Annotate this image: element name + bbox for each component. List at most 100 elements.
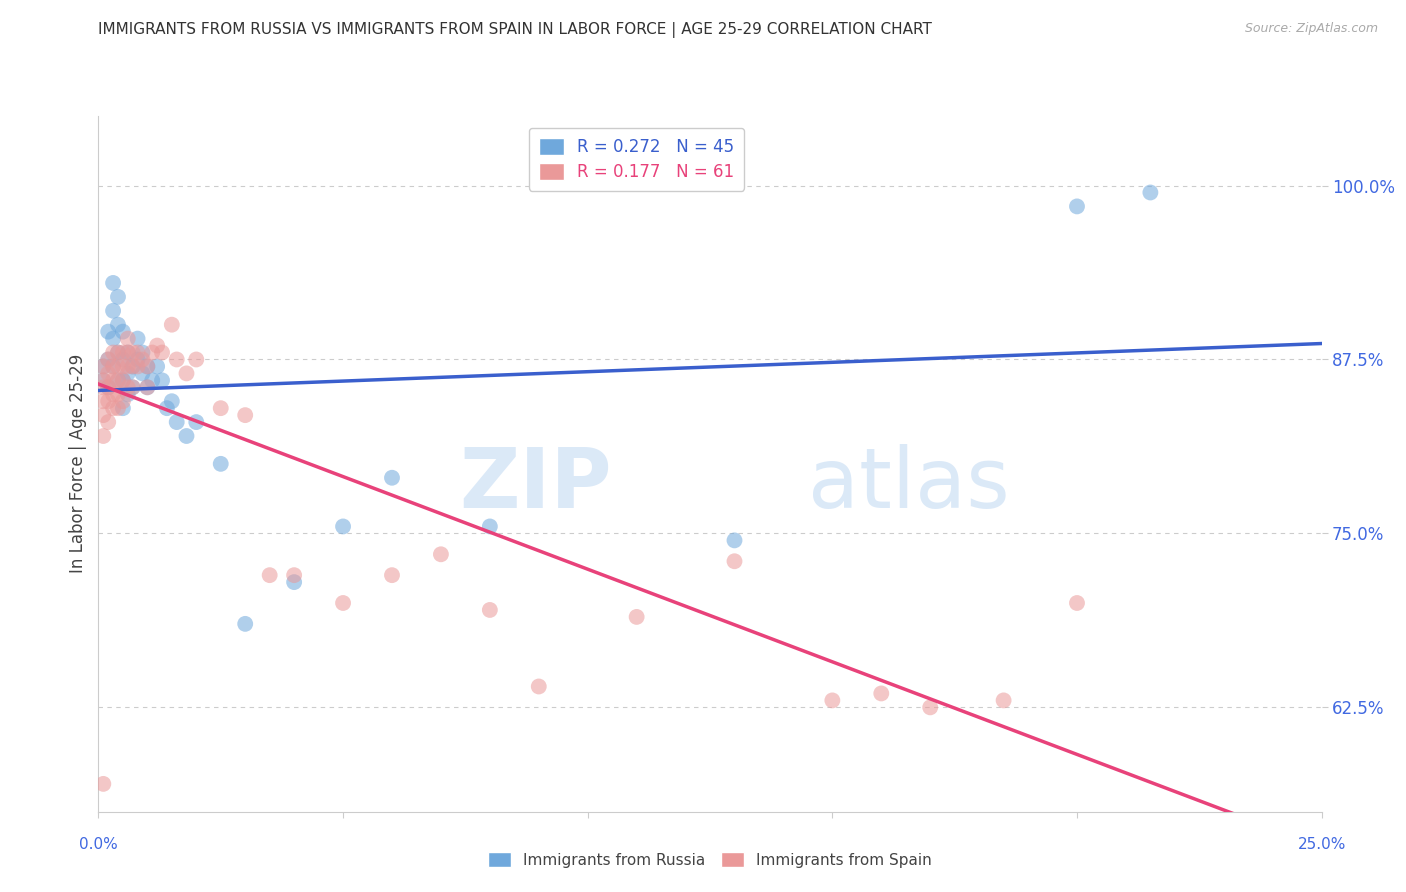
Point	[478, 603, 501, 617]
Point	[117, 367, 139, 381]
Point	[136, 380, 159, 394]
Y-axis label: In Labor Force | Age 25-29: In Labor Force | Age 25-29	[69, 354, 87, 574]
Point	[121, 345, 143, 359]
Point	[111, 352, 134, 367]
Point	[127, 359, 149, 374]
Point	[97, 415, 120, 429]
Point	[111, 359, 134, 374]
Point	[101, 359, 124, 374]
Point	[107, 290, 129, 304]
Point	[117, 380, 139, 394]
Point	[101, 373, 124, 387]
Point	[117, 345, 139, 359]
Point	[101, 332, 124, 346]
Point	[150, 345, 173, 359]
Point	[141, 345, 163, 359]
Point	[166, 415, 188, 429]
Point	[141, 373, 163, 387]
Point	[91, 359, 114, 374]
Point	[332, 519, 354, 533]
Point	[131, 367, 153, 381]
Point	[97, 380, 120, 394]
Point	[91, 394, 114, 409]
Point	[91, 373, 114, 387]
Point	[160, 318, 183, 332]
Point	[920, 700, 942, 714]
Point	[107, 345, 129, 359]
Point	[136, 359, 159, 374]
Point	[233, 408, 256, 422]
Text: 0.0%: 0.0%	[79, 837, 118, 852]
Point	[97, 380, 120, 394]
Point	[111, 373, 134, 387]
Point	[101, 401, 124, 416]
Point	[101, 345, 124, 359]
Point	[111, 345, 134, 359]
Point	[176, 429, 198, 443]
Point	[209, 457, 232, 471]
Point	[186, 415, 208, 429]
Point	[107, 387, 129, 401]
Point	[209, 401, 232, 416]
Point	[166, 352, 188, 367]
Point	[176, 367, 198, 381]
Point	[136, 359, 159, 374]
Point	[131, 352, 153, 367]
Point	[117, 332, 139, 346]
Point	[91, 429, 114, 443]
Point	[117, 359, 139, 374]
Text: atlas: atlas	[808, 444, 1010, 525]
Point	[233, 616, 256, 631]
Point	[259, 568, 281, 582]
Point	[91, 380, 114, 394]
Point	[283, 575, 305, 590]
Point	[527, 680, 550, 694]
Point	[430, 547, 453, 561]
Point	[101, 303, 124, 318]
Point	[626, 610, 648, 624]
Point	[381, 568, 404, 582]
Point	[111, 401, 134, 416]
Point	[821, 693, 844, 707]
Point	[97, 394, 120, 409]
Point	[111, 325, 134, 339]
Point	[117, 345, 139, 359]
Point	[101, 359, 124, 374]
Legend: Immigrants from Russia, Immigrants from Spain: Immigrants from Russia, Immigrants from …	[482, 846, 938, 873]
Point	[101, 276, 124, 290]
Point	[136, 380, 159, 394]
Text: 25.0%: 25.0%	[1298, 837, 1346, 852]
Point	[723, 533, 745, 548]
Point	[97, 352, 120, 367]
Point	[101, 387, 124, 401]
Point	[1139, 186, 1161, 200]
Point	[121, 359, 143, 374]
Point	[381, 471, 404, 485]
Point	[107, 318, 129, 332]
Point	[332, 596, 354, 610]
Point	[1066, 199, 1088, 213]
Point	[723, 554, 745, 568]
Point	[131, 345, 153, 359]
Point	[127, 332, 149, 346]
Point	[150, 373, 173, 387]
Point	[127, 352, 149, 367]
Point	[993, 693, 1015, 707]
Text: IMMIGRANTS FROM RUSSIA VS IMMIGRANTS FROM SPAIN IN LABOR FORCE | AGE 25-29 CORRE: IMMIGRANTS FROM RUSSIA VS IMMIGRANTS FRO…	[98, 22, 932, 38]
Text: ZIP: ZIP	[460, 444, 612, 525]
Point	[121, 359, 143, 374]
Point	[91, 408, 114, 422]
Text: Source: ZipAtlas.com: Source: ZipAtlas.com	[1244, 22, 1378, 36]
Point	[97, 367, 120, 381]
Point	[156, 401, 179, 416]
Point	[146, 359, 169, 374]
Point	[91, 359, 114, 374]
Point	[107, 345, 129, 359]
Point	[107, 401, 129, 416]
Point	[91, 373, 114, 387]
Point	[107, 373, 129, 387]
Point	[870, 686, 893, 700]
Point	[111, 394, 134, 409]
Point	[121, 380, 143, 394]
Point	[478, 519, 501, 533]
